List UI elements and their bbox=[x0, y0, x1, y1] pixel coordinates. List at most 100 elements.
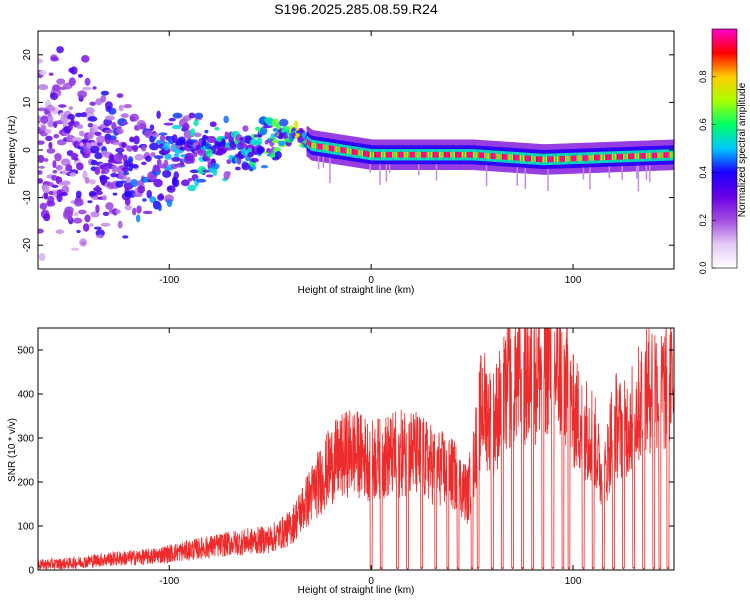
spectrogram-cell bbox=[324, 144, 327, 151]
spectrogram-cell bbox=[626, 153, 629, 160]
spectrogram-cell bbox=[38, 154, 45, 163]
spectrogram-cell bbox=[122, 121, 129, 125]
spectrogram-cell bbox=[422, 151, 426, 158]
spectrogram-cell bbox=[189, 169, 200, 174]
spectrogram-cell bbox=[58, 104, 67, 108]
spectrogram-cell bbox=[443, 151, 447, 158]
spectrogram-cell bbox=[421, 151, 424, 158]
spectrogram-cell bbox=[129, 136, 135, 143]
spectrogram-cell bbox=[210, 163, 220, 170]
spectrogram-cell bbox=[259, 126, 268, 136]
spectrogram-cell bbox=[401, 151, 405, 158]
spectrogram-cell bbox=[606, 154, 610, 161]
spectrogram-cell bbox=[168, 117, 176, 122]
spectrogram-cell bbox=[388, 151, 392, 158]
spectrogram-cell bbox=[80, 111, 88, 118]
spectrogram-cell bbox=[162, 169, 172, 178]
spectrogram-cell bbox=[613, 154, 617, 160]
spectrogram-cell bbox=[409, 151, 413, 158]
spectrogram-cell bbox=[56, 46, 64, 54]
spectrogram-cell bbox=[311, 142, 314, 149]
snr-x-ticks: -100 0 100 bbox=[159, 328, 582, 587]
spectrogram-cell bbox=[333, 146, 337, 152]
spectrogram-cell bbox=[90, 145, 100, 154]
spectrogram-cell bbox=[395, 151, 398, 158]
spectrogram-cell bbox=[180, 179, 190, 187]
spectrogram-cell bbox=[358, 149, 361, 156]
spectrogram-cell bbox=[52, 169, 58, 174]
spectrogram-cell bbox=[327, 145, 331, 151]
spectrogram-cell bbox=[653, 152, 657, 159]
spectrogram-cell bbox=[53, 133, 60, 139]
spectrogram-cell bbox=[157, 203, 162, 212]
spectrogram-cell bbox=[69, 172, 77, 177]
spectrogram-cell bbox=[314, 143, 318, 149]
spectrogram-cell bbox=[631, 153, 634, 160]
spectrogram-cell bbox=[374, 151, 377, 158]
spectrogram-cell bbox=[337, 146, 340, 153]
spectrogram-cell bbox=[55, 229, 65, 235]
spectrogram-cell bbox=[408, 151, 411, 158]
y-tick-label: -20 bbox=[22, 238, 33, 253]
spectrogram-cell bbox=[513, 154, 516, 161]
spectrogram-cell bbox=[212, 168, 218, 176]
x-tick-label: 0 bbox=[368, 576, 374, 587]
spectrogram-cell bbox=[142, 198, 147, 202]
spectrogram-cell bbox=[104, 115, 115, 121]
spectrogram-cell bbox=[47, 195, 55, 204]
spectrogram-cell bbox=[482, 152, 486, 159]
spectrogram-cell bbox=[438, 151, 442, 158]
x-tick-label: 0 bbox=[368, 275, 374, 286]
spectrogram-cell bbox=[459, 151, 463, 158]
spectrogram-cell bbox=[497, 153, 500, 160]
spectrogram-cell bbox=[205, 148, 214, 158]
y-tick-label: 0 bbox=[22, 147, 33, 153]
spectrogram-cell bbox=[121, 167, 130, 173]
spectrogram-cell bbox=[529, 155, 533, 162]
spectrogram-cell bbox=[146, 189, 152, 199]
spectrogram-cell bbox=[636, 165, 638, 179]
colorbar-ticks: 0.0 0.2 0.4 0.6 0.8 bbox=[698, 71, 716, 275]
colorbar-label: Normalized spectral amplitude bbox=[737, 82, 748, 217]
spectrogram-cell bbox=[189, 155, 196, 164]
spectrogram-cell bbox=[647, 152, 650, 159]
spectrogram-cell bbox=[78, 198, 84, 206]
spectrogram-cell bbox=[384, 151, 387, 158]
spectrogram-cell bbox=[437, 151, 440, 158]
spectrogram-cell bbox=[56, 89, 62, 97]
spectrogram-cell bbox=[84, 214, 91, 223]
spectrogram-cell bbox=[38, 140, 45, 145]
spectrogram-cell bbox=[555, 156, 558, 162]
spectrogram-cell bbox=[652, 152, 655, 159]
spectrogram-cell bbox=[77, 90, 88, 99]
spectrogram-cell bbox=[61, 180, 71, 186]
spectrogram-cell bbox=[93, 187, 102, 191]
spectrogram-cell bbox=[172, 112, 183, 119]
spectrogram-cell bbox=[574, 155, 578, 162]
spectrogram-cell bbox=[87, 122, 94, 128]
spectrogram-cell bbox=[579, 155, 583, 162]
spectrogram-cell bbox=[193, 119, 199, 127]
spectrogram-cell bbox=[516, 167, 519, 187]
spectrogram-cell bbox=[396, 151, 400, 158]
spectrogram-cell bbox=[363, 150, 366, 157]
spectrogram-cell bbox=[527, 155, 531, 162]
spectrogram-cell bbox=[46, 148, 56, 154]
spectrogram-cell bbox=[75, 112, 83, 118]
spectrogram-cell bbox=[76, 162, 84, 171]
spectrogram-cell bbox=[616, 153, 620, 160]
spectrogram-cell bbox=[359, 150, 363, 156]
spectrogram-cell bbox=[163, 122, 174, 126]
spectrogram-cell bbox=[644, 152, 647, 159]
spectrogram-cell bbox=[597, 154, 600, 161]
spectrogram-cell bbox=[134, 153, 144, 161]
spectrogram-cell bbox=[66, 214, 73, 221]
spectrogram-cell bbox=[76, 124, 84, 130]
spectrogram-cell bbox=[518, 155, 521, 161]
spectrogram-cell bbox=[209, 121, 217, 128]
spectrogram-cell bbox=[427, 151, 431, 158]
spectrogram-cell bbox=[60, 192, 68, 197]
spectrogram-cell bbox=[645, 152, 649, 159]
colorbar-tick-label: 0.0 bbox=[698, 262, 708, 275]
spectrogram-cell bbox=[95, 234, 104, 238]
